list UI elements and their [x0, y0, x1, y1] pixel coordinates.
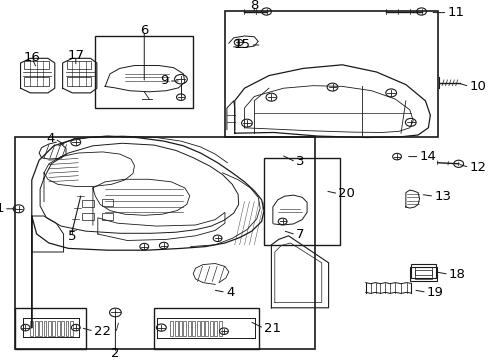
Text: 10: 10 [468, 80, 486, 93]
Bar [102, 199, 113, 206]
Bar [82, 200, 94, 207]
Bar [154, 308, 259, 349]
Bar [65, 321, 68, 336]
Text: 22: 22 [94, 325, 111, 338]
Bar [48, 321, 51, 336]
Text: 8: 8 [249, 0, 258, 12]
Bar [102, 213, 113, 220]
Text: 7: 7 [295, 228, 304, 241]
Text: 1: 1 [0, 202, 4, 215]
Bar [35, 321, 38, 336]
Bar [174, 321, 177, 336]
Bar [61, 321, 64, 336]
Bar [95, 36, 193, 108]
Text: 4: 4 [46, 132, 55, 145]
Bar [414, 270, 431, 279]
Bar [70, 321, 73, 336]
Bar [224, 11, 437, 137]
Bar [66, 77, 91, 86]
Text: 14: 14 [419, 150, 436, 163]
Bar [66, 61, 91, 69]
Bar [264, 158, 339, 245]
Text: 12: 12 [468, 161, 486, 174]
Text: 15: 15 [233, 39, 250, 51]
Bar [24, 61, 49, 69]
Text: 18: 18 [448, 268, 465, 281]
Bar [15, 308, 85, 349]
Bar [52, 321, 55, 336]
Text: 21: 21 [264, 322, 281, 335]
Bar [218, 321, 221, 336]
Bar [82, 213, 94, 220]
Bar [209, 321, 212, 336]
Bar [410, 264, 435, 278]
Bar [187, 321, 190, 336]
Text: 17: 17 [67, 49, 84, 62]
Bar [179, 321, 182, 336]
Text: 20: 20 [338, 187, 355, 200]
Text: 9: 9 [160, 75, 168, 87]
Bar [170, 321, 173, 336]
Text: 6: 6 [140, 24, 148, 37]
Bar [205, 321, 208, 336]
Text: 13: 13 [433, 190, 450, 203]
Bar [201, 321, 203, 336]
Text: 3: 3 [295, 156, 304, 168]
Bar [30, 321, 33, 336]
Bar [414, 267, 431, 275]
Bar [214, 321, 217, 336]
Bar [196, 321, 199, 336]
Bar [57, 321, 60, 336]
Bar [192, 321, 195, 336]
Text: 16: 16 [23, 51, 40, 64]
Text: 11: 11 [447, 6, 464, 19]
Text: 5: 5 [68, 230, 77, 243]
Bar [39, 321, 42, 336]
Text: 2: 2 [111, 347, 120, 360]
Text: 4: 4 [225, 286, 234, 299]
Bar [15, 137, 315, 349]
Bar [183, 321, 186, 336]
Bar [43, 321, 46, 336]
Text: 19: 19 [426, 286, 443, 299]
Bar [24, 77, 49, 86]
Bar [409, 267, 436, 281]
